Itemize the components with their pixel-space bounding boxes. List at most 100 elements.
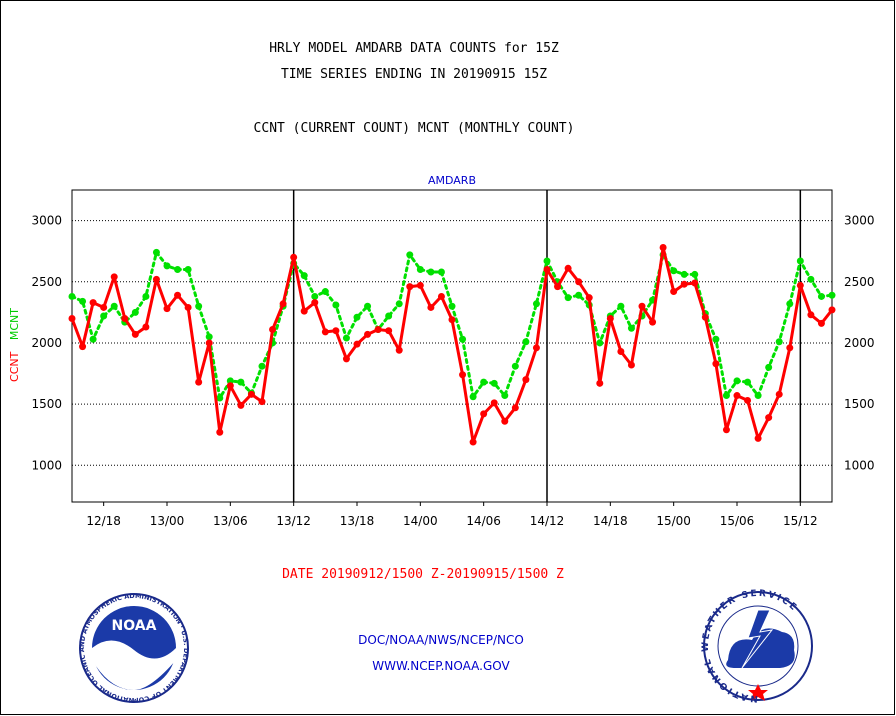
data-point-ccnt xyxy=(744,396,752,404)
data-point-mcnt xyxy=(205,333,213,341)
data-point-mcnt xyxy=(395,300,403,308)
data-point-mcnt xyxy=(406,251,414,259)
data-point-ccnt xyxy=(237,401,245,409)
data-point-ccnt xyxy=(152,275,160,283)
data-point-ccnt xyxy=(89,299,97,307)
y-tick-label-right: 2500 xyxy=(844,275,875,289)
noaa-logo-text: NOAA xyxy=(112,618,157,634)
data-point-mcnt xyxy=(575,291,583,299)
grid-layer xyxy=(72,190,832,502)
y-tick-label-left: 1000 xyxy=(31,458,62,472)
data-point-ccnt xyxy=(691,279,699,287)
data-point-mcnt xyxy=(131,308,139,316)
data-point-mcnt xyxy=(311,292,319,300)
data-point-ccnt xyxy=(216,428,224,436)
credit-line-2: WWW.NCEP.NOAA.GOV xyxy=(372,659,510,673)
data-point-ccnt xyxy=(385,327,393,335)
data-point-ccnt xyxy=(258,398,266,406)
x-tick-label: 14/12 xyxy=(530,514,565,528)
data-point-ccnt xyxy=(796,281,804,289)
data-point-ccnt xyxy=(596,379,604,387)
data-point-ccnt xyxy=(321,328,329,336)
star-icon xyxy=(748,684,768,701)
y-tick-label-left: 2500 xyxy=(31,275,62,289)
data-point-ccnt xyxy=(638,302,646,310)
data-point-mcnt xyxy=(385,312,393,320)
data-point-ccnt xyxy=(448,316,456,324)
data-point-mcnt xyxy=(733,377,741,385)
data-point-mcnt xyxy=(765,363,773,371)
data-point-ccnt xyxy=(226,382,234,390)
lightning-icon xyxy=(741,609,774,669)
data-point-ccnt xyxy=(543,266,551,274)
data-point-ccnt xyxy=(395,346,403,354)
data-point-ccnt xyxy=(195,378,203,386)
data-point-mcnt xyxy=(469,393,477,401)
data-point-ccnt xyxy=(490,399,498,407)
data-point-mcnt xyxy=(448,302,456,310)
data-point-mcnt xyxy=(775,338,783,346)
data-point-ccnt xyxy=(142,323,150,331)
data-point-ccnt xyxy=(100,303,108,311)
data-point-ccnt xyxy=(522,376,530,384)
data-point-mcnt xyxy=(364,302,372,310)
data-point-ccnt xyxy=(427,303,435,311)
y-axis-left: 1000 1500 2000 2500 3000 xyxy=(31,214,62,473)
series-layer xyxy=(68,244,836,446)
data-point-ccnt xyxy=(511,404,519,412)
data-point-mcnt xyxy=(353,313,361,321)
data-point-ccnt xyxy=(163,305,171,313)
y-axis-title-ccnt: CCNT xyxy=(8,351,21,382)
data-point-ccnt xyxy=(817,319,825,327)
data-point-mcnt xyxy=(712,335,720,343)
data-point-mcnt xyxy=(110,302,118,310)
data-point-mcnt xyxy=(828,291,836,299)
data-point-ccnt xyxy=(437,292,445,300)
data-point-mcnt xyxy=(627,324,635,332)
credit-line-1: DOC/NOAA/NWS/NCEP/NCO xyxy=(358,633,524,647)
data-point-mcnt xyxy=(174,266,182,274)
y-axis-right: 1000 1500 2000 2500 3000 xyxy=(844,214,875,473)
y-tick-label-right: 2000 xyxy=(844,336,875,350)
data-point-ccnt xyxy=(68,314,76,322)
data-point-ccnt xyxy=(701,313,709,321)
data-point-ccnt xyxy=(775,390,783,398)
data-point-mcnt xyxy=(342,334,350,342)
data-point-ccnt xyxy=(205,339,213,347)
data-point-ccnt xyxy=(174,291,182,299)
data-point-ccnt xyxy=(649,318,657,326)
nws-logo: NATIONAL WEATHER SERVICE xyxy=(701,589,813,703)
data-point-ccnt xyxy=(184,303,192,311)
y-axis-title-mcnt: MCNT xyxy=(8,308,21,340)
data-point-mcnt xyxy=(437,268,445,276)
plot-frame xyxy=(71,189,833,503)
x-tick-label: 13/12 xyxy=(276,514,311,528)
data-point-mcnt xyxy=(416,266,424,274)
data-point-ccnt xyxy=(680,280,688,288)
data-point-mcnt xyxy=(596,339,604,347)
y-tick-label-left: 2000 xyxy=(31,336,62,350)
data-point-ccnt xyxy=(459,371,467,379)
data-point-ccnt xyxy=(564,264,572,272)
data-point-mcnt xyxy=(226,377,234,385)
data-point-mcnt xyxy=(100,312,108,320)
x-tick-label: 15/12 xyxy=(783,514,818,528)
data-point-ccnt xyxy=(79,343,87,351)
x-axis: 12/18 13/00 13/06 13/12 13/18 14/00 14/06 14/12… xyxy=(86,502,818,528)
data-point-ccnt xyxy=(469,438,477,446)
x-tick-label: 13/18 xyxy=(340,514,375,528)
data-point-mcnt xyxy=(332,301,340,309)
data-point-ccnt xyxy=(659,244,667,252)
data-point-ccnt xyxy=(247,390,255,398)
x-tick-label: 14/00 xyxy=(403,514,438,528)
x-tick-label: 12/18 xyxy=(86,514,121,528)
data-point-ccnt xyxy=(353,340,361,348)
x-tick-label: 14/06 xyxy=(466,514,501,528)
data-point-ccnt xyxy=(575,278,583,286)
chart-subtitle: CCNT (CURRENT COUNT) MCNT (MONTHLY COUNT… xyxy=(254,121,575,136)
data-point-ccnt xyxy=(554,283,562,291)
data-point-mcnt xyxy=(691,270,699,278)
data-point-mcnt xyxy=(216,394,224,402)
data-point-mcnt xyxy=(511,362,519,370)
data-point-ccnt xyxy=(131,330,139,338)
